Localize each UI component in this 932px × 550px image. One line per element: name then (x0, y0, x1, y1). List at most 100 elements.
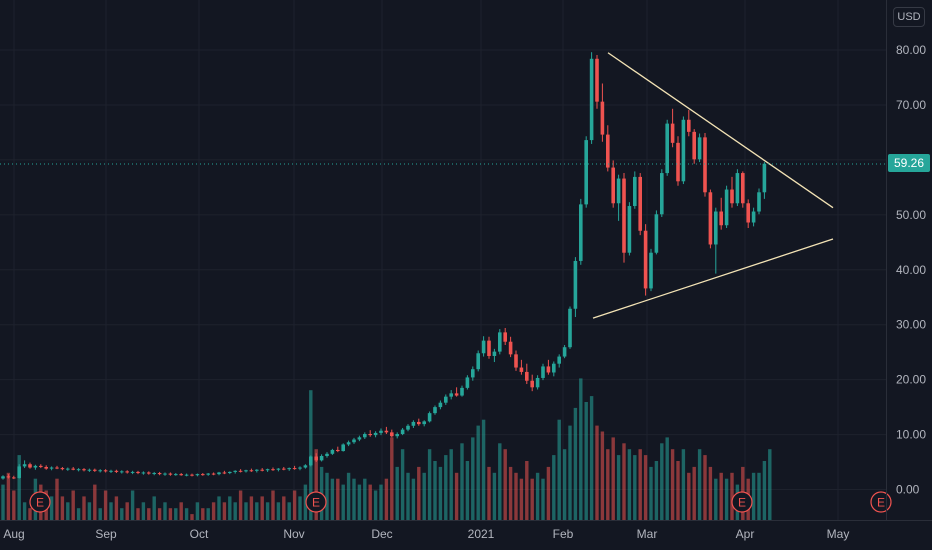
candle (303, 464, 308, 469)
candle-body (103, 470, 108, 472)
candle-body (114, 470, 119, 472)
earnings-marker[interactable]: E (305, 491, 327, 513)
volume-bar (249, 496, 254, 520)
candle-body (76, 469, 81, 471)
candle-body (395, 434, 399, 437)
candle (541, 363, 545, 381)
candle-body (427, 413, 432, 422)
candle (217, 471, 221, 476)
candle-body (579, 204, 583, 261)
earnings-marker-label: E (738, 496, 746, 510)
volume-bar (330, 478, 335, 520)
volume-bar (76, 508, 81, 520)
candle-body (303, 465, 308, 468)
volume-bar (730, 472, 734, 520)
earnings-marker[interactable]: E (29, 491, 51, 513)
candle-body (433, 407, 437, 414)
volume-bar (595, 425, 599, 520)
volume-bar (93, 484, 97, 520)
volume-bar (643, 455, 648, 520)
trendline[interactable] (607, 52, 834, 209)
candle-body (120, 471, 124, 473)
volume-bar (298, 496, 302, 520)
volume-bar (557, 419, 561, 520)
volume-bar (1, 484, 5, 520)
candle-body (573, 260, 578, 309)
candle-body (735, 173, 740, 204)
candle (643, 224, 648, 296)
candle-body (730, 189, 734, 204)
candle (503, 327, 507, 346)
candle-body (12, 477, 16, 479)
volume-bar (384, 478, 389, 520)
candle (525, 363, 529, 385)
candle (676, 136, 680, 186)
candle (557, 354, 561, 368)
candle-body (535, 377, 540, 388)
candle-body (352, 439, 356, 443)
candle (390, 429, 394, 438)
y-tick-label: 10.00 (896, 428, 926, 442)
volume-bar (125, 502, 129, 520)
time-scale[interactable]: Aug Sep Oct Nov Dec 2021 Feb Mar Apr May (3, 527, 849, 541)
candle (363, 432, 367, 439)
volume-bar (373, 490, 378, 520)
candle-body (325, 453, 329, 456)
candle-body (762, 163, 767, 193)
candle-body (714, 211, 718, 245)
candle-body (741, 173, 745, 204)
candle (562, 345, 567, 359)
candle (373, 431, 378, 438)
candle-body (17, 466, 21, 478)
volume-bar (719, 472, 723, 520)
volume-bar (503, 449, 507, 520)
candle (179, 473, 183, 476)
candle-body (1, 476, 5, 479)
volume-bar (692, 466, 696, 520)
candle (39, 464, 43, 469)
volume-bar (379, 484, 383, 520)
candle (422, 420, 426, 427)
earnings-marker[interactable]: E (870, 491, 892, 513)
candle (460, 385, 464, 397)
candle (330, 448, 335, 455)
candle (546, 359, 551, 375)
earnings-marker-label: E (312, 496, 320, 510)
candle (130, 470, 135, 475)
volume-bar (206, 508, 210, 520)
candle-body (476, 353, 480, 370)
volume-bar (768, 449, 772, 520)
volume-bar (87, 502, 92, 520)
candle (654, 210, 659, 255)
candle-body (638, 176, 642, 231)
trendline[interactable] (592, 238, 834, 319)
volume-bar (282, 496, 286, 520)
volume-bar (481, 419, 486, 520)
candle-body (719, 211, 723, 226)
volume-bar (228, 496, 232, 520)
candle-body (492, 351, 497, 357)
volume-bar (519, 478, 524, 520)
candle (611, 160, 615, 208)
candle (584, 136, 588, 208)
volume-bar (579, 378, 583, 520)
volume-bar (303, 484, 308, 520)
candle-body (751, 211, 756, 223)
candle-body (589, 58, 594, 141)
candle-body (422, 421, 426, 425)
price-scale[interactable]: 80.0070.0060.0050.0040.0030.0020.0010.00… (896, 43, 926, 497)
y-tick-label: 40.00 (896, 263, 926, 277)
earnings-marker[interactable]: E (731, 491, 753, 513)
candle (384, 426, 389, 435)
candle (627, 202, 632, 256)
volume-bar (757, 472, 761, 520)
candle (276, 468, 281, 472)
currency-label[interactable]: USD (893, 7, 925, 27)
candle (325, 452, 329, 458)
candle (55, 465, 59, 470)
volume-bar (357, 484, 362, 520)
candle-body (595, 58, 599, 102)
volume-bar (665, 437, 669, 520)
candle (762, 162, 767, 199)
